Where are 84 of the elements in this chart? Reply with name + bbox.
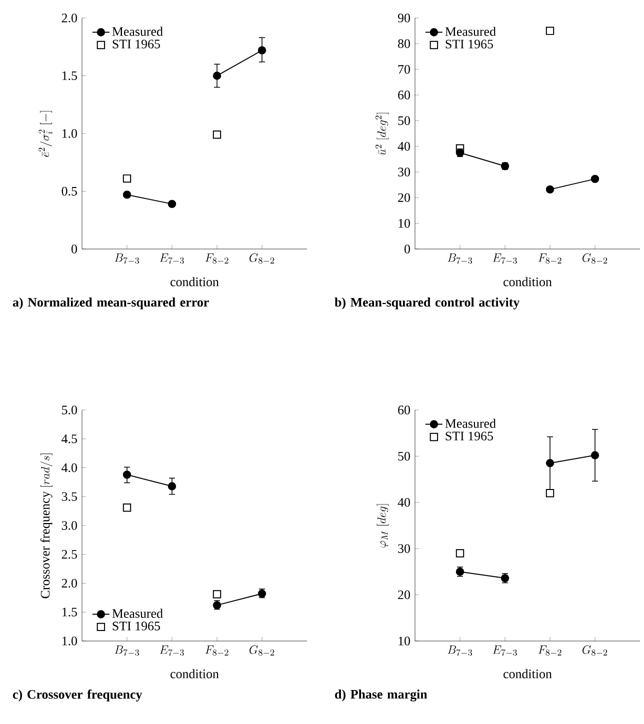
y-tick-label: 30 [398,168,410,176]
point [456,549,464,558]
point [122,504,132,512]
legend-label: STI 1965 [446,432,493,440]
x-tick-label: $G_{8-2}$ [250,253,274,264]
point [546,459,554,468]
y-tick-label: 50 [398,116,410,126]
point [456,144,464,152]
point [122,174,132,183]
legend-label: Measured [445,26,496,36]
x-axis-title: condition [504,669,552,678]
legend-label: STI 1965 [112,40,160,48]
y-tick-label: 1.5 [62,608,77,616]
y-tick-label: 60 [398,406,410,414]
point [546,185,554,194]
x-tick-label: $E_{7-3}$ [492,254,517,264]
legend-label: Measured [112,608,163,618]
y-tick-label: 0.5 [62,186,77,196]
x-axis-title: condition [170,669,219,678]
point [546,489,554,498]
point [546,26,554,35]
x-tick-label: $F_{8-2}$ [205,254,228,264]
y-tick-label: 10 [398,218,410,228]
x-axis-title: condition [504,277,552,286]
x-tick-label: $B_{7-3}$ [114,646,139,656]
y-tick-label: 1.0 [62,129,77,138]
point [258,46,266,54]
y-tick-label: 1.0 [62,636,77,646]
y-tick-label: 4.0 [62,463,77,472]
point [122,470,132,479]
text: d) Phase margin [335,690,428,702]
y-tick-label: 90 [398,14,410,22]
y-tick-label: 2.0 [62,578,77,588]
y-tick-label: 30 [398,544,410,553]
y-tick-label: 3.0 [62,521,77,530]
x-tick-label: $E_{7-3}$ [160,646,184,656]
point [212,590,222,598]
point [212,72,222,80]
legend-label: STI 1965 [112,622,160,630]
y-tick-label: 40 [398,498,410,507]
x-tick-label: $B_{7-3}$ [448,254,472,264]
point [212,130,222,139]
y-tick-label: 5.0 [62,406,77,414]
legend-label: Measured [112,26,163,36]
y-axis-title: $\mathrm{Crossover\ frequency}\ [rad/s]$ [40,454,52,598]
point [168,200,176,208]
y-tick-label: 4.5 [62,434,77,444]
y-axis-title: $\bar{u}^2\ [deg^2]$ [375,112,389,156]
x-tick-label: $F_{8-2}$ [538,254,562,264]
x-tick-label: $E_{7-3}$ [492,646,517,656]
y-tick-label: 1.5 [62,71,77,80]
x-tick-label: $F_{8-2}$ [205,646,228,656]
y-tick-label: 2.0 [62,14,77,22]
y-tick-label: 50 [398,452,410,461]
x-tick-label: $F_{8-2}$ [538,646,562,656]
y-tick-label: 20 [398,590,410,600]
x-tick-label: $E_{7-3}$ [160,254,184,264]
text: a) Normalized mean-squared error [12,298,209,310]
point [590,451,600,460]
legend-label: STI 1965 [446,40,493,48]
x-tick-label: $B_{7-3}$ [448,646,472,656]
x-tick-label: $G_{8-2}$ [582,253,608,264]
x-tick-label: $G_{8-2}$ [250,645,274,656]
x-tick-label: $B_{7-3}$ [114,254,139,264]
y-tick-label: 80 [398,39,410,48]
point [590,174,600,184]
legend-label: Measured [445,418,496,428]
y-tick-label: 40 [398,142,410,151]
y-axis-title: $\bar{e}^2/\sigma_i^2\ [\mathrm{-}]$ [38,111,53,157]
y-tick-label: 3.5 [62,492,77,502]
y-tick-label: 2.5 [62,550,77,559]
y-axis-title: $\varphi_M\ [deg]$ [376,504,389,548]
y-tick-label: 70 [398,64,410,74]
y-tick-label: 60 [398,90,410,100]
point [168,482,176,490]
y-tick-label: 0 [72,244,77,254]
x-axis-title: condition [170,277,219,286]
text: c) Crossover frequency [12,690,142,702]
y-tick-label: 10 [398,636,410,646]
y-tick-label: 20 [398,193,410,202]
y-tick-label: 0 [404,244,410,254]
text: b) Mean-squared control activity [334,298,520,310]
point [122,190,132,199]
x-tick-label: $G_{8-2}$ [582,645,608,656]
